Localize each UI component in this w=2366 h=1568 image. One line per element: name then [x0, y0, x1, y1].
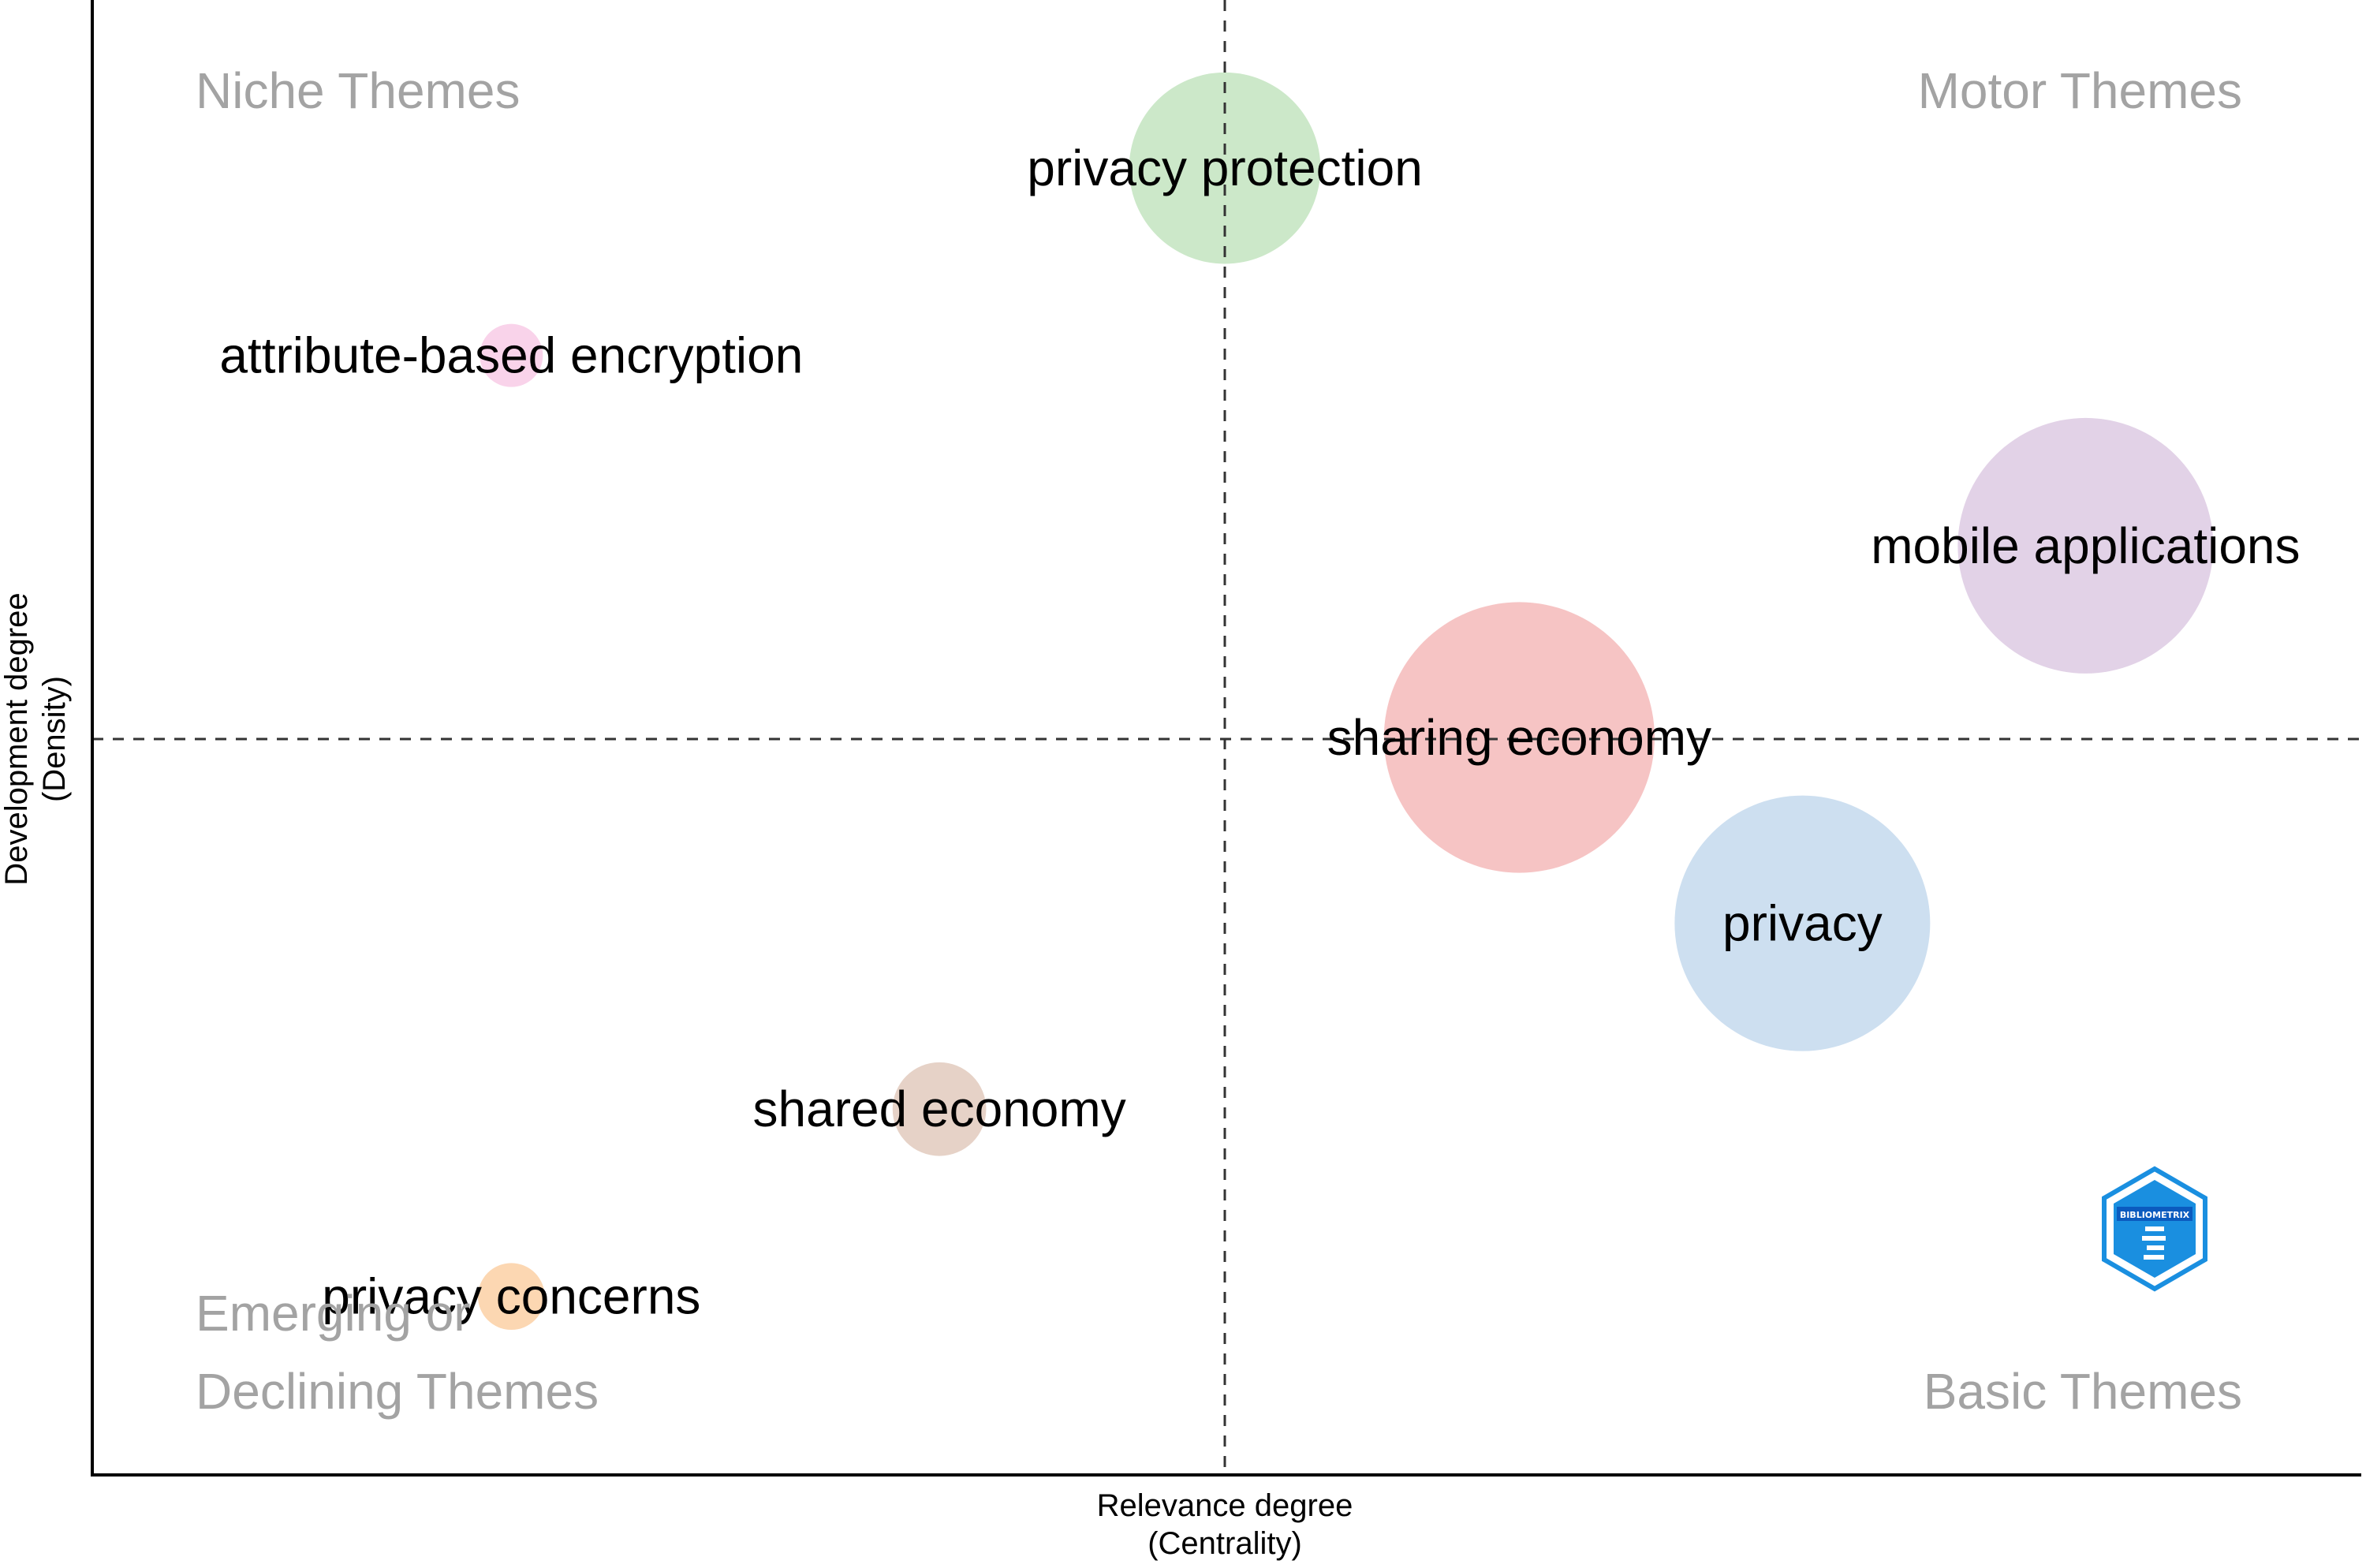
x-axis-title-line-1: Relevance degree [1096, 1488, 1353, 1523]
bubble-attribute-based-encryption [480, 323, 543, 387]
bubble-label-privacy-concerns: privacy concerns [322, 1268, 700, 1325]
quadrant-label-niche-themes: Niche Themes [196, 62, 521, 119]
bubble-label-attribute-based-encryption: attribute-based encryption [219, 327, 803, 384]
bubble-label-privacy-protection: privacy protection [1027, 140, 1423, 196]
bubble-label-layer: privacy protection attribute-based encryp… [219, 140, 2300, 1325]
bubble-label-sharing-economy: sharing economy [1327, 709, 1711, 766]
quadrant-label-line-1: Emerging or [196, 1285, 471, 1342]
y-axis-title-line-2: (Density) [37, 675, 72, 803]
bubble-mobile-applications [1957, 417, 2214, 674]
bubble-privacy [1674, 795, 1931, 1051]
quadrant-label-line-2: Declining Themes [196, 1363, 599, 1421]
quadrant-label-basic-themes: Basic Themes [1923, 1363, 2242, 1420]
bibliometrix-logo: BIBLIOMETRIX [2102, 1166, 2207, 1292]
y-axis-title-line-1: Development degree [0, 592, 34, 886]
logo-text: BIBLIOMETRIX [2120, 1210, 2190, 1220]
bubble-layer [477, 72, 2214, 1331]
y-axis-title: Development degree (Density) [0, 502, 73, 976]
quadrant-label-emerging-declining-themes: Emerging or Declining Themes [196, 1275, 599, 1431]
bubble-label-mobile-applications: mobile applications [1871, 517, 2300, 574]
bubble-sharing-economy [1383, 602, 1655, 873]
x-axis-title: Relevance degree (Centrality) [988, 1487, 1461, 1562]
bubble-label-privacy: privacy [1722, 895, 1883, 952]
quadrant-label-motor-themes: Motor Themes [1917, 62, 2242, 119]
x-axis-title-line-2: (Centrality) [1148, 1526, 1302, 1561]
bubble-shared-economy [892, 1062, 987, 1156]
bubble-label-shared-economy: shared economy [753, 1081, 1126, 1137]
bubble-privacy-concerns [477, 1263, 545, 1331]
